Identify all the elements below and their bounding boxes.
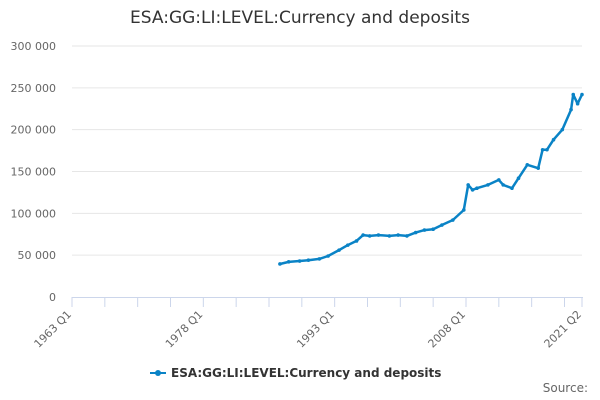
data-point [297, 259, 302, 263]
chart-title: ESA:GG:LI:LEVEL:Currency and deposits [130, 8, 470, 28]
data-point [525, 163, 530, 167]
y-tick-label: 300 000 [11, 40, 57, 53]
data-point [536, 166, 541, 170]
legend-line-marker-icon [150, 366, 166, 380]
data-point [396, 233, 400, 237]
data-point [451, 218, 455, 222]
data-point [422, 228, 427, 232]
data-point [501, 183, 506, 187]
y-tick-label: 0 [49, 291, 56, 304]
y-tick-label: 250 000 [11, 82, 57, 95]
data-point [326, 254, 330, 258]
data-point [286, 260, 291, 264]
data-point [361, 233, 365, 237]
data-point [571, 92, 576, 97]
y-tick-label: 150 000 [11, 166, 57, 179]
data-point [466, 183, 470, 187]
data-point [354, 239, 359, 243]
data-point [580, 92, 584, 97]
x-tick-label: 1978 Q1 [163, 308, 206, 351]
x-tick-label: 1993 Q1 [294, 308, 337, 351]
data-point [367, 234, 372, 238]
data-point [413, 230, 418, 235]
y-tick-label: 100 000 [11, 207, 57, 220]
data-point [387, 234, 392, 238]
data-point [345, 243, 350, 247]
x-tick-label: 1963 Q1 [32, 308, 75, 351]
data-point [306, 258, 311, 262]
data-point [540, 147, 545, 152]
data-point [278, 262, 282, 266]
data-point [510, 186, 514, 191]
data-point [470, 188, 475, 192]
data-point [462, 208, 466, 212]
y-tick-label: 50 000 [18, 249, 57, 262]
data-point [551, 137, 556, 142]
x-tick-label: 2021 Q2 [542, 308, 585, 351]
data-point [575, 101, 580, 106]
legend-label: ESA:GG:LI:LEVEL:Currency and deposits [171, 366, 442, 380]
data-point [497, 178, 501, 182]
y-tick-label: 200 000 [11, 124, 57, 137]
x-tick-label: 2008 Q1 [426, 308, 469, 351]
data-point [516, 176, 521, 180]
data-point [337, 248, 341, 252]
data-point [440, 223, 444, 227]
legend-item[interactable]: ESA:GG:LI:LEVEL:Currency and deposits [150, 366, 441, 380]
data-point [431, 227, 435, 232]
data-point [376, 233, 381, 237]
data-point [486, 183, 490, 187]
source-label: Source: [542, 381, 588, 395]
data-point [475, 186, 479, 191]
series-line [279, 93, 584, 266]
data-point [560, 127, 565, 132]
data-point [405, 234, 409, 238]
data-point [317, 257, 322, 261]
data-point [545, 147, 549, 152]
data-point [569, 107, 573, 112]
